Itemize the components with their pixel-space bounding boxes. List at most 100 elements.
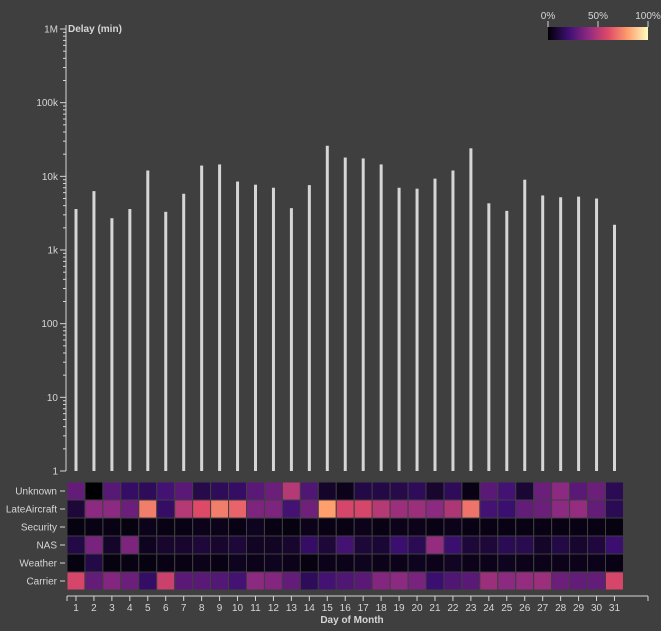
heat-cell-Weather-24 xyxy=(479,553,499,573)
heat-cell-Security-31 xyxy=(605,517,624,537)
heat-cell-Unknown-4 xyxy=(120,481,140,501)
heat-cell-LateAircraft-26 xyxy=(515,499,535,519)
heat-cell-NAS-10 xyxy=(228,535,248,555)
heat-cell-LateAircraft-13 xyxy=(281,499,301,519)
heat-cell-LateAircraft-30 xyxy=(587,499,606,519)
heat-cell-Weather-9 xyxy=(210,553,230,573)
bar-day-7 xyxy=(182,193,186,471)
heat-cell-Security-20 xyxy=(407,517,427,537)
heat-cell-Weather-25 xyxy=(497,553,517,573)
heat-cell-Weather-21 xyxy=(425,553,445,573)
x-tick-label-29: 29 xyxy=(573,603,585,614)
heat-cell-LateAircraft-14 xyxy=(299,499,319,519)
heat-cell-Unknown-20 xyxy=(407,481,427,501)
heat-cell-Carrier-11 xyxy=(246,571,265,591)
heat-cell-Weather-6 xyxy=(156,553,176,573)
heat-cell-NAS-7 xyxy=(174,535,194,555)
bar-y-axis-title: Delay (min) xyxy=(68,24,122,35)
heat-cell-Carrier-14 xyxy=(299,571,319,591)
heat-cell-Carrier-6 xyxy=(156,571,176,591)
heat-cell-NAS-22 xyxy=(443,535,463,555)
bar-y-tick-label: 100 xyxy=(41,319,58,330)
heat-cell-Weather-13 xyxy=(281,553,301,573)
bar-day-19 xyxy=(397,187,401,471)
heat-cell-Carrier-9 xyxy=(210,571,230,591)
heat-cell-Unknown-12 xyxy=(263,481,283,501)
heat-cell-Carrier-19 xyxy=(389,571,409,591)
heat-cell-Security-24 xyxy=(479,517,499,537)
heat-cell-Weather-10 xyxy=(228,553,248,573)
x-tick-label-14: 14 xyxy=(304,603,316,614)
heat-cell-Carrier-18 xyxy=(371,571,391,591)
legend-label: 0% xyxy=(541,11,556,22)
heat-cell-LateAircraft-31 xyxy=(605,499,624,519)
heat-cell-Security-25 xyxy=(497,517,517,537)
heat-cell-LateAircraft-17 xyxy=(353,499,373,519)
heat-cell-Unknown-17 xyxy=(353,481,373,501)
bar-day-13 xyxy=(289,208,293,472)
heat-cell-Weather-8 xyxy=(192,553,212,573)
heat-cell-Unknown-28 xyxy=(551,481,571,501)
heat-cell-Carrier-24 xyxy=(479,571,499,591)
heat-cell-Weather-16 xyxy=(335,553,355,573)
heat-cell-LateAircraft-2 xyxy=(84,499,104,519)
heat-cell-Carrier-23 xyxy=(461,571,481,591)
heat-row-label-weather: Weather xyxy=(19,559,57,570)
heat-cell-NAS-15 xyxy=(317,535,337,555)
x-tick-label-6: 6 xyxy=(163,603,169,614)
heat-cell-LateAircraft-24 xyxy=(479,499,499,519)
x-tick-label-12: 12 xyxy=(268,603,280,614)
heat-cell-Security-27 xyxy=(533,517,553,537)
heat-cell-Weather-17 xyxy=(353,553,373,573)
heat-cell-Unknown-27 xyxy=(533,481,553,501)
heat-cell-Security-15 xyxy=(317,517,337,537)
heat-cell-Carrier-3 xyxy=(102,571,122,591)
color-legend: 0% 50% 100% xyxy=(541,11,661,40)
bar-y-tick-label: 100k xyxy=(36,98,59,109)
bar-day-20 xyxy=(415,188,419,471)
bar-day-3 xyxy=(110,218,114,471)
x-tick-label-26: 26 xyxy=(519,603,531,614)
heat-cell-Weather-14 xyxy=(299,553,319,573)
heat-cell-Weather-27 xyxy=(533,553,553,573)
bar-day-24 xyxy=(487,203,491,472)
heat-cell-Unknown-11 xyxy=(246,481,265,501)
heat-cell-Unknown-2 xyxy=(84,481,104,501)
heat-cell-Security-3 xyxy=(102,517,122,537)
x-tick-label-4: 4 xyxy=(127,603,133,614)
heat-cell-NAS-13 xyxy=(281,535,301,555)
heat-cell-Security-8 xyxy=(192,517,212,537)
heat-cell-Carrier-1 xyxy=(66,571,86,591)
heat-cell-NAS-21 xyxy=(425,535,445,555)
bar-day-22 xyxy=(451,170,455,472)
x-tick-label-3: 3 xyxy=(109,603,115,614)
heat-cell-Weather-22 xyxy=(443,553,463,573)
heat-cell-NAS-6 xyxy=(156,535,176,555)
heat-cell-NAS-19 xyxy=(389,535,409,555)
heat-cell-Security-28 xyxy=(551,517,571,537)
x-tick-label-9: 9 xyxy=(217,603,223,614)
bar-day-15 xyxy=(325,145,329,472)
heat-cell-Unknown-16 xyxy=(335,481,355,501)
x-tick-label-18: 18 xyxy=(376,603,388,614)
heat-cell-Weather-19 xyxy=(389,553,409,573)
x-tick-label-21: 21 xyxy=(429,603,441,614)
heat-cell-Unknown-21 xyxy=(425,481,445,501)
heat-cell-Weather-12 xyxy=(263,553,283,573)
heat-cell-LateAircraft-22 xyxy=(443,499,463,519)
heat-cell-Unknown-31 xyxy=(605,481,624,501)
x-tick-label-30: 30 xyxy=(591,603,603,614)
heat-cell-LateAircraft-11 xyxy=(246,499,265,519)
heat-cell-LateAircraft-8 xyxy=(192,499,212,519)
legend-gradient-bar xyxy=(548,27,648,40)
legend-label: 100% xyxy=(635,11,661,22)
heat-cell-Weather-31 xyxy=(605,553,624,573)
x-tick-label-16: 16 xyxy=(340,603,352,614)
heat-cell-NAS-9 xyxy=(210,535,230,555)
x-tick-label-7: 7 xyxy=(181,603,187,614)
heat-cell-NAS-27 xyxy=(533,535,553,555)
heat-cell-Security-12 xyxy=(263,517,283,537)
bar-series xyxy=(74,145,616,472)
heat-cell-Carrier-4 xyxy=(120,571,140,591)
heat-cell-Carrier-13 xyxy=(281,571,301,591)
